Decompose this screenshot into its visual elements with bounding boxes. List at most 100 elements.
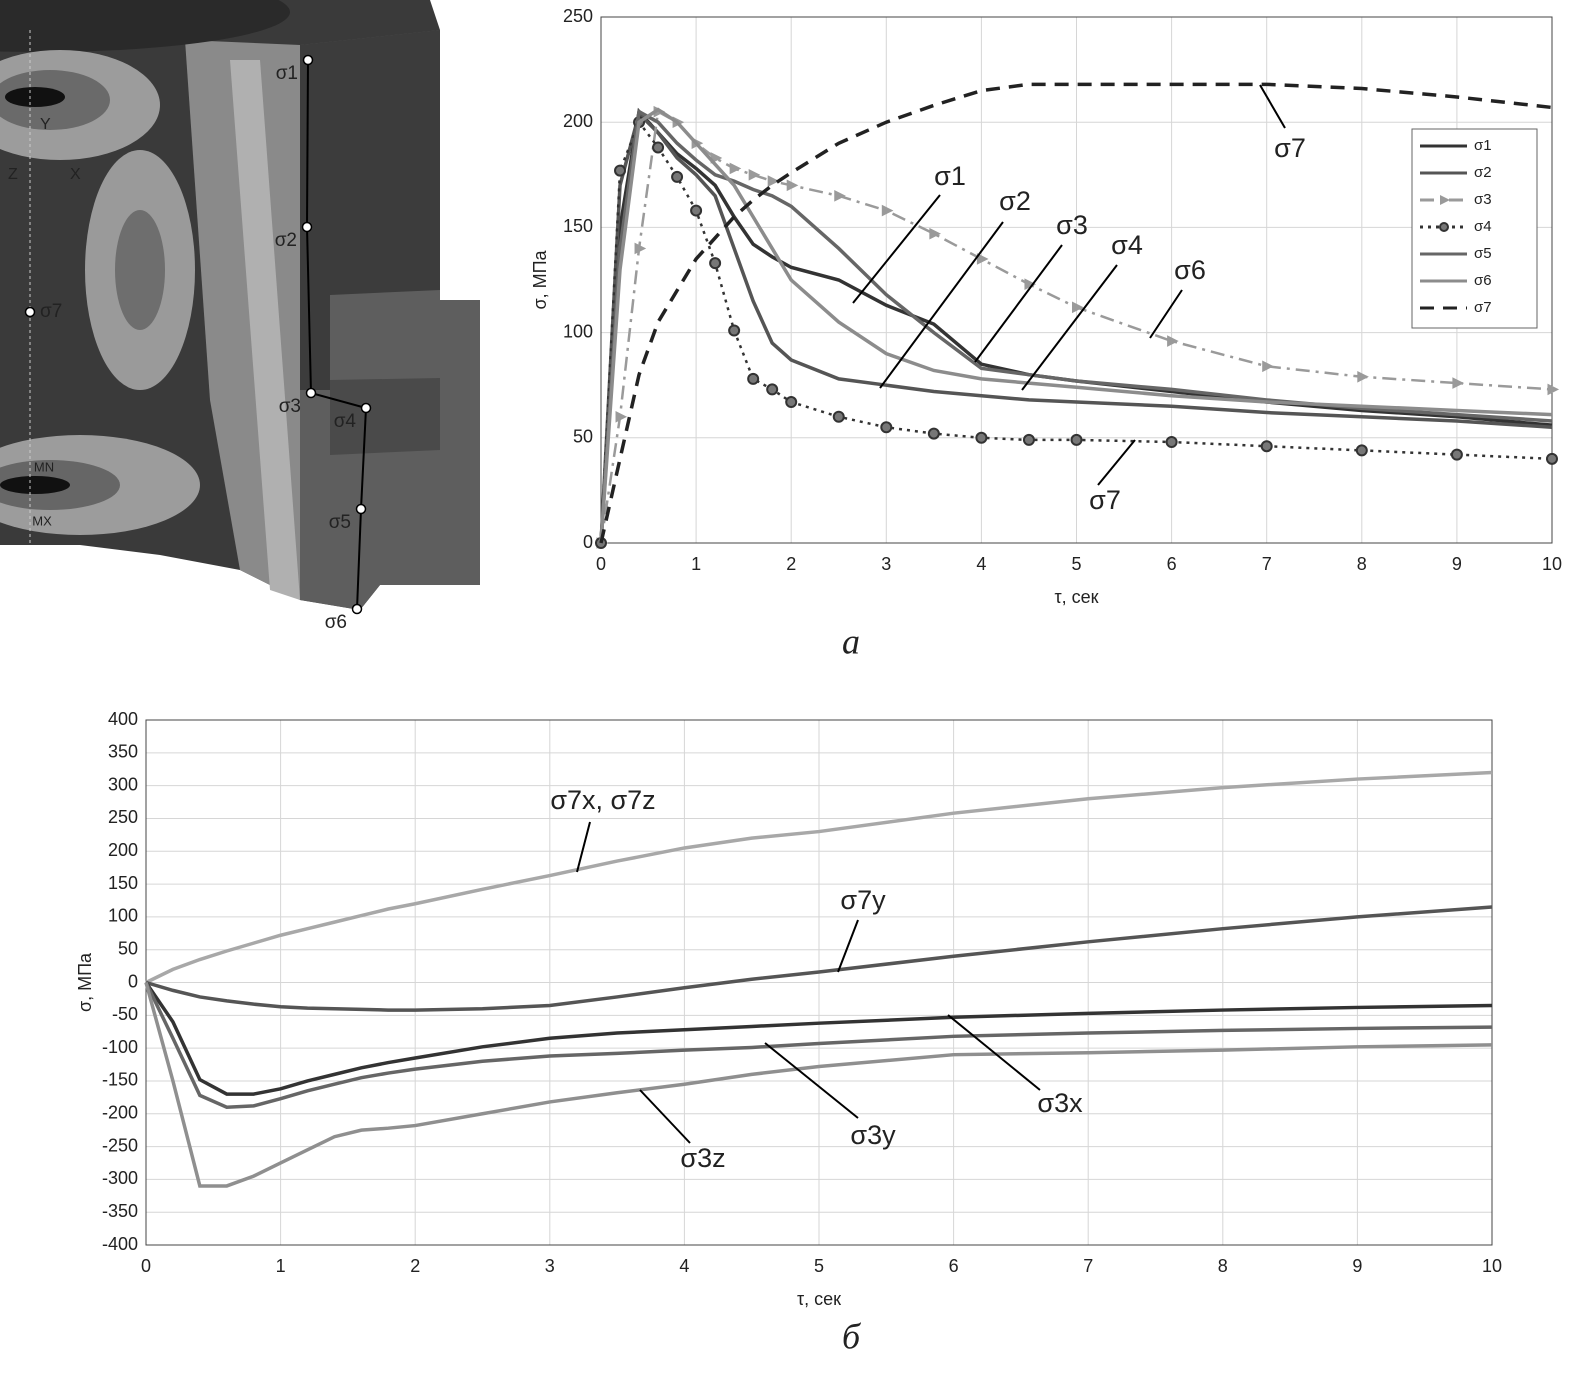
x-tick-label: 4 <box>679 1256 689 1276</box>
model-label: σ5 <box>329 512 351 533</box>
x-tick-label: 5 <box>1071 554 1081 574</box>
x-tick-label: 8 <box>1218 1256 1228 1276</box>
annotation-leader <box>639 1089 691 1144</box>
y-tick-label: 350 <box>108 742 138 762</box>
y-tick-label: -300 <box>102 1168 138 1188</box>
y-tick-label: -100 <box>102 1037 138 1057</box>
annotation-leader <box>1021 264 1118 391</box>
axis-letter: Z <box>8 166 18 183</box>
y-axis-label: σ, МПа <box>530 249 550 309</box>
annotation-leader <box>1097 439 1136 486</box>
y-tick-label: 150 <box>563 216 593 236</box>
marker <box>615 410 628 423</box>
model-point <box>302 54 314 66</box>
model-point <box>355 503 367 515</box>
marker <box>929 227 941 240</box>
model-band <box>230 60 300 600</box>
y-tick-label: 150 <box>108 873 138 893</box>
annotation: σ3y <box>850 1120 896 1150</box>
model-label: σ2 <box>275 230 297 251</box>
series-line <box>599 82 1553 544</box>
marker <box>614 164 627 177</box>
y-tick-label: -350 <box>102 1201 138 1221</box>
extreme-label: MN <box>34 459 54 474</box>
series-line <box>145 770 1493 985</box>
plot-frame <box>600 16 1553 544</box>
marker <box>709 257 722 270</box>
series-line <box>599 108 1553 544</box>
axis-letter: Y <box>40 116 51 133</box>
x-tick-label: 5 <box>814 1256 824 1276</box>
x-tick-label: 7 <box>1083 1256 1093 1276</box>
marker <box>1547 383 1560 396</box>
legend-label: σ4 <box>1474 218 1492 235</box>
marker <box>1072 301 1084 314</box>
model-label: σ6 <box>325 612 347 633</box>
marker <box>1262 360 1274 373</box>
model-image <box>0 0 480 610</box>
marker <box>729 162 742 175</box>
annotation-leader <box>764 1042 859 1119</box>
annotation-leader <box>837 919 859 973</box>
marker <box>767 175 780 187</box>
annotation: σ7 <box>1089 485 1121 515</box>
legend <box>1411 128 1538 329</box>
marker <box>1355 444 1368 457</box>
marker <box>832 410 845 423</box>
y-tick-label: 50 <box>118 938 138 958</box>
y-tick-label: -200 <box>102 1103 138 1123</box>
x-tick-label: 0 <box>596 554 606 574</box>
y-tick-label: -150 <box>102 1070 138 1090</box>
x-tick-label: 10 <box>1482 1256 1502 1276</box>
x-tick-label: 10 <box>1542 554 1562 574</box>
marker <box>881 204 894 217</box>
annotation-leader <box>852 194 941 304</box>
y-tick-label: -50 <box>112 1004 138 1024</box>
x-tick-label: 2 <box>410 1256 420 1276</box>
annotation-leader <box>1259 84 1286 129</box>
marker <box>1070 433 1083 446</box>
series-line <box>599 110 1553 544</box>
y-tick-label: 250 <box>563 6 593 26</box>
model-point <box>301 221 313 233</box>
x-tick-label: 9 <box>1352 1256 1362 1276</box>
x-tick-label: 6 <box>1167 554 1177 574</box>
y-tick-label: 100 <box>108 906 138 926</box>
extreme-label: MX <box>32 513 52 528</box>
series-line <box>599 107 1553 544</box>
marker <box>834 190 846 202</box>
annotation: σ6 <box>1174 255 1206 285</box>
y-tick-label: 0 <box>128 971 138 991</box>
x-axis-label: τ, сек <box>797 1289 841 1309</box>
marker <box>1165 436 1178 449</box>
marker <box>880 421 893 434</box>
marker <box>1167 335 1179 347</box>
annotation-leader <box>947 1014 1041 1091</box>
marker <box>652 141 665 154</box>
model-label: σ3 <box>279 396 301 417</box>
marker <box>766 383 779 396</box>
x-tick-label: 3 <box>545 1256 555 1276</box>
y-tick-label: 250 <box>108 807 138 827</box>
series-line <box>144 981 1493 1109</box>
series-line <box>144 981 1493 1096</box>
marker <box>1546 452 1558 465</box>
x-tick-label: 6 <box>949 1256 959 1276</box>
marker <box>1357 370 1369 383</box>
annotation: σ2 <box>999 186 1031 216</box>
model-contour <box>115 210 165 330</box>
annotation: σ7x, σ7z <box>550 785 655 815</box>
x-tick-label: 1 <box>276 1256 286 1276</box>
caption: а <box>842 621 860 661</box>
marker <box>671 170 684 183</box>
model-path <box>305 59 368 610</box>
y-tick-label: 200 <box>563 111 593 131</box>
model-point <box>305 387 317 399</box>
y-tick-label: -400 <box>102 1234 138 1254</box>
model-contour <box>5 87 65 107</box>
marker <box>975 431 988 444</box>
marker <box>748 168 761 181</box>
model-contour <box>0 0 290 52</box>
